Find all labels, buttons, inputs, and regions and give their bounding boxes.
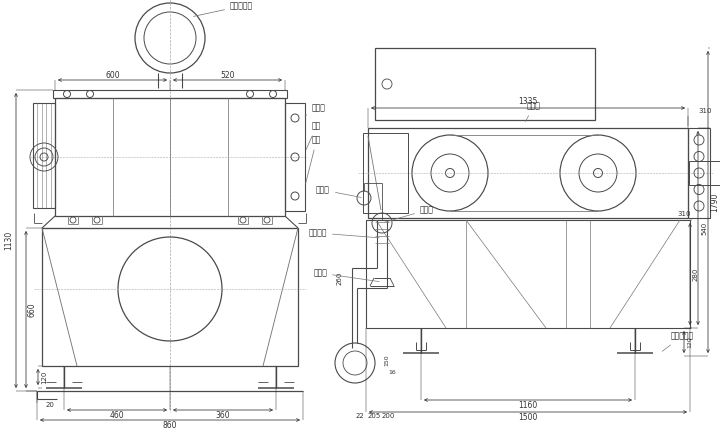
Bar [42,228,298,366]
Text: 安全网: 安全网 [384,205,434,222]
Text: 单向阀: 单向阀 [313,268,379,282]
Bar [53,90,287,98]
Text: 360: 360 [216,411,230,420]
Text: 280: 280 [693,267,699,281]
Text: 排气体: 排气体 [305,103,326,116]
Bar [363,133,408,213]
Text: 310: 310 [678,211,690,217]
Text: 压力表: 压力表 [316,186,361,198]
Bar [368,128,688,218]
Bar [285,103,305,211]
Bar [689,161,720,185]
Bar [33,103,55,208]
Text: 排气消声器: 排气消声器 [662,332,694,351]
Text: 540: 540 [701,221,707,235]
Text: 460: 460 [109,411,125,420]
Text: 油标: 油标 [306,121,321,149]
Text: 进入消声器: 进入消声器 [194,1,253,16]
Text: 200: 200 [382,413,395,419]
Text: 260: 260 [337,271,343,285]
Text: 1160: 1160 [518,402,538,410]
Text: 1790: 1790 [711,192,719,212]
Text: 16: 16 [388,371,396,375]
Text: 660: 660 [27,302,37,317]
Bar [55,98,285,216]
Text: 丝端: 丝端 [306,135,321,184]
Text: 弹性接口: 弹性接口 [308,229,379,238]
Text: 1130: 1130 [4,231,14,250]
Text: 20: 20 [45,402,55,408]
Text: 600: 600 [105,71,120,80]
Text: 860: 860 [163,421,177,431]
Text: 205: 205 [367,413,381,419]
Text: 1335: 1335 [518,98,538,106]
Text: 310: 310 [698,108,712,114]
Text: 120: 120 [41,370,47,384]
Bar [688,128,710,218]
Bar [375,48,595,120]
Text: 150: 150 [384,354,390,366]
Text: 皮带罩: 皮带罩 [526,102,541,122]
Text: 120: 120 [688,336,693,348]
Text: 520: 520 [220,71,235,80]
Bar [366,220,690,328]
Text: 22: 22 [356,413,364,419]
Text: 1500: 1500 [518,413,538,423]
